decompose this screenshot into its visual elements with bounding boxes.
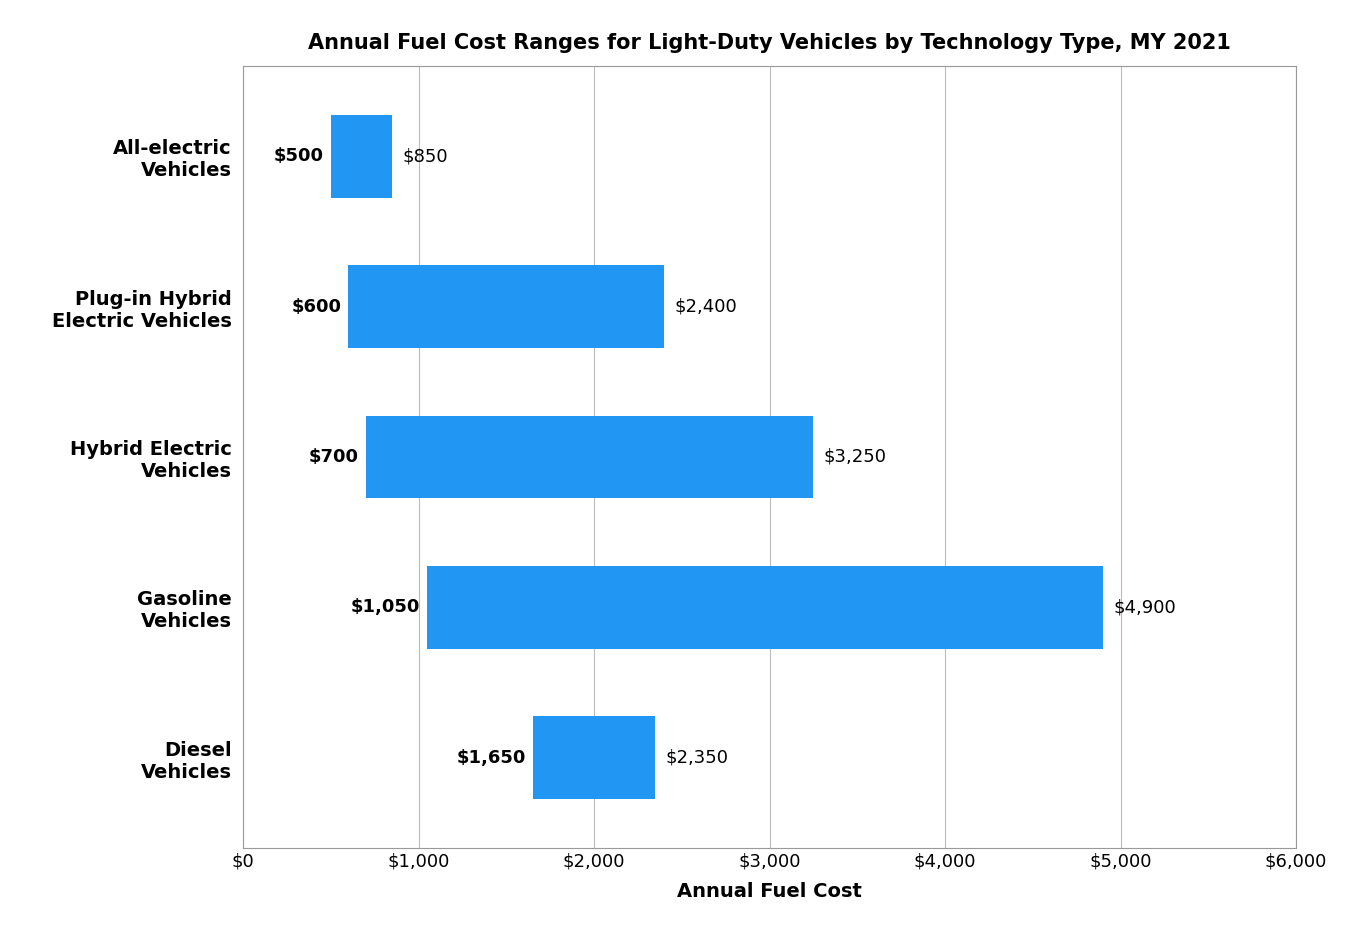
Text: $2,350: $2,350	[666, 749, 729, 767]
X-axis label: Annual Fuel Cost: Annual Fuel Cost	[678, 882, 861, 901]
Text: $700: $700	[309, 447, 359, 466]
Text: $1,650: $1,650	[456, 749, 525, 767]
Bar	[532, 716, 656, 799]
Text: $1,050: $1,050	[351, 598, 420, 616]
Bar	[331, 115, 392, 198]
Text: $500: $500	[274, 147, 324, 165]
Text: $4,900: $4,900	[1114, 598, 1176, 616]
Bar	[366, 415, 813, 498]
Bar	[348, 265, 664, 348]
Text: $2,400: $2,400	[675, 298, 737, 316]
Text: $3,250: $3,250	[824, 447, 887, 466]
Title: Annual Fuel Cost Ranges for Light-Duty Vehicles by Technology Type, MY 2021: Annual Fuel Cost Ranges for Light-Duty V…	[308, 33, 1231, 54]
Text: $850: $850	[402, 147, 448, 165]
Text: $600: $600	[292, 298, 342, 316]
Bar	[427, 566, 1103, 649]
